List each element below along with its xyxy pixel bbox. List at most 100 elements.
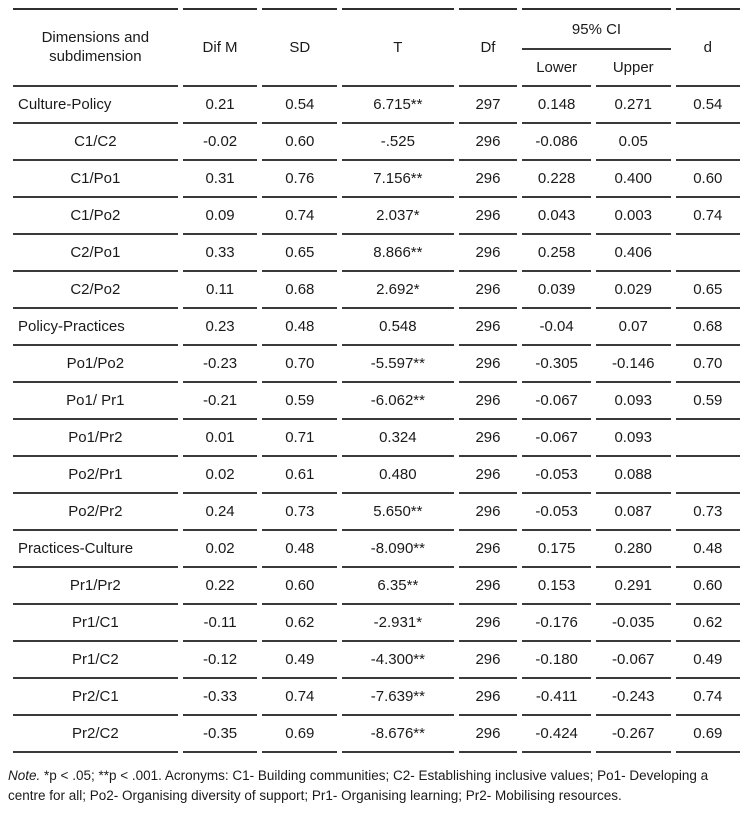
cell-sd: 0.71	[262, 420, 338, 457]
cell-lower: -0.086	[522, 124, 591, 161]
cell-difm: -0.23	[182, 346, 258, 383]
cell-upper: 0.093	[595, 383, 671, 420]
cell-d: 0.74	[675, 198, 740, 235]
column-header-d: d	[675, 8, 740, 87]
table-row: C1/Po2 0.09 0.74 2.037* 296 0.043 0.003 0.74	[13, 198, 740, 235]
cell-label: Policy-Practices	[13, 309, 178, 346]
cell-difm: 0.02	[182, 457, 258, 494]
cell-t: 8.866**	[342, 235, 454, 272]
cell-lower: 0.043	[522, 198, 591, 235]
cell-label: C1/C2	[13, 124, 178, 161]
table-row: Pr1/C2 -0.12 0.49 -4.300** 296 -0.180 -0.067 0.…	[13, 642, 740, 679]
table-row: Policy-Practices 0.23 0.48 0.548 296 -0.04 0.0…	[13, 309, 740, 346]
cell-sd: 0.61	[262, 457, 338, 494]
cell-difm: 0.23	[182, 309, 258, 346]
cell-t: 7.156**	[342, 161, 454, 198]
cell-sd: 0.49	[262, 642, 338, 679]
cell-difm: -0.33	[182, 679, 258, 716]
cell-label: Culture-Policy	[13, 87, 178, 124]
cell-upper: 0.087	[595, 494, 671, 531]
cell-d: 0.73	[675, 494, 740, 531]
cell-t: 0.548	[342, 309, 454, 346]
cell-t: -.525	[342, 124, 454, 161]
cell-t: 5.650**	[342, 494, 454, 531]
cell-sd: 0.69	[262, 716, 338, 753]
cell-sd: 0.54	[262, 87, 338, 124]
cell-sd: 0.59	[262, 383, 338, 420]
statistics-table: Dimensions and subdimension Dif M SD T D…	[8, 8, 745, 753]
cell-lower: 0.039	[522, 272, 591, 309]
cell-d	[675, 457, 740, 494]
cell-sd: 0.68	[262, 272, 338, 309]
cell-lower: -0.067	[522, 420, 591, 457]
table-row: Po1/Po2 -0.23 0.70 -5.597** 296 -0.305 -0.146 0…	[13, 346, 740, 383]
cell-df: 296	[458, 642, 518, 679]
cell-t: 0.324	[342, 420, 454, 457]
cell-sd: 0.76	[262, 161, 338, 198]
cell-t: -8.676**	[342, 716, 454, 753]
cell-d: 0.49	[675, 642, 740, 679]
cell-df: 296	[458, 309, 518, 346]
cell-label: Po1/Po2	[13, 346, 178, 383]
table-row: Pr2/C2 -0.35 0.69 -8.676** 296 -0.424 -0.267 0.…	[13, 716, 740, 753]
cell-sd: 0.74	[262, 198, 338, 235]
cell-upper: 0.05	[595, 124, 671, 161]
cell-d: 0.60	[675, 161, 740, 198]
cell-label: C2/Po2	[13, 272, 178, 309]
cell-difm: -0.21	[182, 383, 258, 420]
cell-d: 0.48	[675, 531, 740, 568]
cell-lower: -0.176	[522, 605, 591, 642]
cell-upper: 0.07	[595, 309, 671, 346]
cell-lower: -0.305	[522, 346, 591, 383]
cell-upper: 0.280	[595, 531, 671, 568]
cell-d	[675, 235, 740, 272]
cell-difm: -0.02	[182, 124, 258, 161]
cell-t: 2.692*	[342, 272, 454, 309]
cell-difm: 0.33	[182, 235, 258, 272]
cell-df: 296	[458, 679, 518, 716]
cell-difm: -0.11	[182, 605, 258, 642]
cell-d	[675, 124, 740, 161]
column-header-sd: SD	[262, 8, 338, 87]
cell-df: 296	[458, 568, 518, 605]
cell-upper: 0.400	[595, 161, 671, 198]
table-row: C2/Po1 0.33 0.65 8.866** 296 0.258 0.406	[13, 235, 740, 272]
cell-lower: -0.053	[522, 457, 591, 494]
cell-sd: 0.65	[262, 235, 338, 272]
cell-sd: 0.48	[262, 531, 338, 568]
cell-t: 6.715**	[342, 87, 454, 124]
cell-lower: -0.04	[522, 309, 591, 346]
cell-df: 296	[458, 161, 518, 198]
cell-lower: -0.411	[522, 679, 591, 716]
table-row: C2/Po2 0.11 0.68 2.692* 296 0.039 0.029 0.65	[13, 272, 740, 309]
cell-lower: 0.228	[522, 161, 591, 198]
cell-d: 0.70	[675, 346, 740, 383]
cell-df: 296	[458, 531, 518, 568]
cell-difm: -0.35	[182, 716, 258, 753]
cell-df: 296	[458, 494, 518, 531]
cell-sd: 0.60	[262, 124, 338, 161]
cell-upper: -0.067	[595, 642, 671, 679]
cell-t: -7.639**	[342, 679, 454, 716]
cell-label: Pr2/C1	[13, 679, 178, 716]
cell-lower: 0.153	[522, 568, 591, 605]
column-header-ci: 95% CI	[522, 8, 671, 50]
cell-label: Po1/ Pr1	[13, 383, 178, 420]
cell-difm: 0.11	[182, 272, 258, 309]
cell-lower: -0.067	[522, 383, 591, 420]
cell-sd: 0.73	[262, 494, 338, 531]
cell-upper: -0.267	[595, 716, 671, 753]
cell-sd: 0.70	[262, 346, 338, 383]
cell-upper: -0.146	[595, 346, 671, 383]
cell-df: 296	[458, 420, 518, 457]
cell-label: Pr2/C2	[13, 716, 178, 753]
cell-df: 296	[458, 383, 518, 420]
table-footnote: Note. *p < .05; **p < .001. Acronyms: C1…	[8, 766, 745, 805]
cell-d: 0.74	[675, 679, 740, 716]
cell-df: 296	[458, 716, 518, 753]
cell-difm: 0.09	[182, 198, 258, 235]
table-row: Pr1/C1 -0.11 0.62 -2.931* 296 -0.176 -0.035 0.6…	[13, 605, 740, 642]
cell-t: 6.35**	[342, 568, 454, 605]
cell-lower: -0.053	[522, 494, 591, 531]
cell-d: 0.65	[675, 272, 740, 309]
